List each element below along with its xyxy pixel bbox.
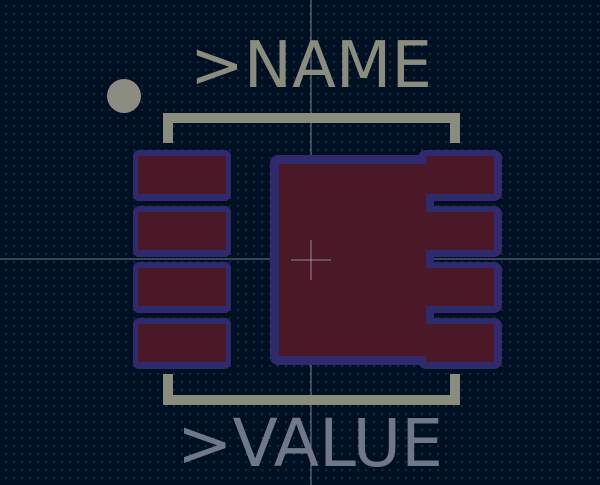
pad-8-junction bbox=[420, 164, 432, 194]
origin-crosshair-icon bbox=[291, 240, 331, 280]
silkscreen-outline-top bbox=[163, 113, 460, 143]
footprint-name-label: >NAME bbox=[190, 29, 432, 103]
pin-one-dot-icon bbox=[107, 79, 141, 113]
pad-7[interactable] bbox=[426, 212, 494, 250]
pad-3[interactable] bbox=[138, 268, 226, 306]
pad-4[interactable] bbox=[138, 324, 226, 362]
pad-5-junction bbox=[420, 324, 432, 356]
footprint-value-label: >VALUE bbox=[177, 405, 443, 482]
pad-6[interactable] bbox=[426, 268, 494, 306]
silkscreen-outline-bottom bbox=[163, 374, 460, 405]
left-pad-row bbox=[133, 150, 231, 369]
pad-1[interactable] bbox=[138, 156, 226, 194]
pad-8[interactable] bbox=[426, 156, 494, 194]
pad-5[interactable] bbox=[426, 324, 494, 362]
pad-2[interactable] bbox=[138, 212, 226, 250]
